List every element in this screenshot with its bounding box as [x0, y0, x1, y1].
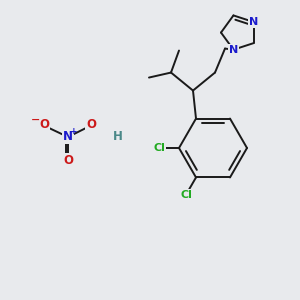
Text: +: +	[70, 127, 78, 136]
Text: Cl: Cl	[180, 190, 192, 200]
Text: Cl: Cl	[153, 143, 165, 153]
Text: H: H	[113, 130, 123, 143]
Text: O: O	[86, 118, 96, 131]
Text: N: N	[63, 130, 73, 143]
Text: N: N	[229, 45, 238, 55]
Text: O: O	[39, 118, 49, 131]
Text: N: N	[249, 17, 258, 27]
Text: O: O	[63, 154, 73, 166]
Text: −: −	[31, 115, 41, 125]
